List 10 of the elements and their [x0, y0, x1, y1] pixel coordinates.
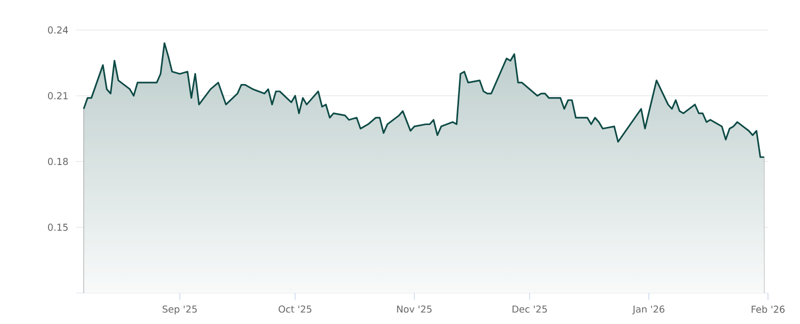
x-tick-label: Sep '25 — [162, 306, 197, 315]
x-tick-label: Nov '25 — [397, 306, 432, 313]
y-tick-label: 0.24 — [48, 26, 68, 34]
x-tick-label: Dec '25 — [512, 306, 547, 313]
x-tick-label: Jan '26 — [632, 306, 664, 314]
y-tick-label: 0.21 — [48, 92, 68, 100]
y-tick-label: 0.15 — [48, 224, 68, 231]
y-tick-label: 0.18 — [48, 158, 68, 166]
x-tick-label: Feb '26 — [752, 306, 785, 313]
x-tick-label: Oct '25 — [278, 306, 312, 313]
